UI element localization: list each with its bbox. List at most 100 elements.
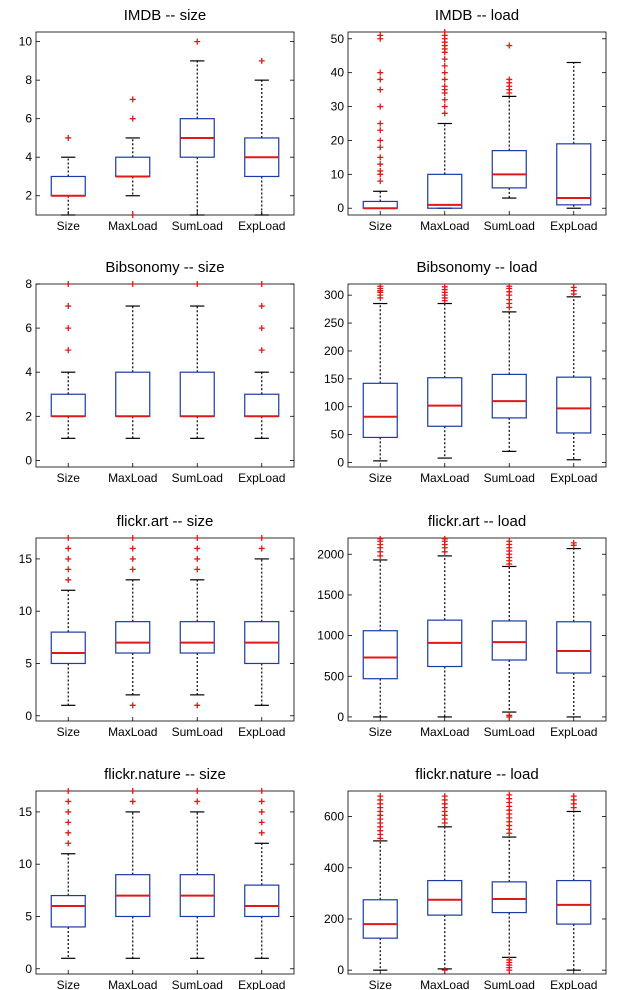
- outlier-marker: [441, 56, 448, 63]
- y-tick-label: 5: [25, 656, 32, 670]
- plot-frame: [35, 31, 295, 216]
- x-category-label: SumLoad: [172, 219, 223, 233]
- outlier-marker: [506, 283, 513, 290]
- iqr-box: [50, 894, 86, 928]
- outlier-marker: [65, 819, 72, 826]
- outlier-marker: [65, 347, 72, 354]
- outlier-marker: [65, 303, 72, 310]
- x-category-label: MaxLoad: [420, 219, 469, 233]
- y-tick-label: 0: [337, 710, 344, 724]
- box-sumload: [491, 42, 527, 199]
- outlier-marker: [441, 110, 448, 117]
- y-tick-label: 8: [25, 277, 32, 291]
- chart-title: IMDB -- size: [124, 7, 207, 24]
- y-tick-label: 1500: [317, 588, 344, 602]
- chart-panel: flickr.art -- load 0 500 1000 1500 2000 Size Ma…: [317, 513, 607, 739]
- outlier-marker: [441, 103, 448, 110]
- iqr-box: [362, 630, 398, 680]
- iqr-box: [244, 884, 280, 918]
- x-category-label: Size: [57, 725, 81, 739]
- iqr-box: [50, 393, 86, 417]
- outlier-marker: [65, 566, 72, 573]
- y-tick-label: 2: [25, 409, 32, 423]
- outlier-marker: [441, 535, 448, 542]
- y-tick-label: 8: [25, 73, 32, 87]
- chart-panel: flickr.nature -- load 0 200 400 600 Size MaxLo…: [324, 766, 607, 990]
- outlier-marker: [258, 829, 265, 836]
- outlier-marker: [65, 576, 72, 583]
- outlier-marker: [129, 702, 136, 709]
- outlier-marker: [506, 712, 513, 719]
- outlier-marker: [377, 76, 384, 83]
- y-tick-label: 50: [331, 32, 345, 46]
- x-category-label: Size: [369, 219, 393, 233]
- x-category-label: ExpLoad: [550, 219, 597, 233]
- outlier-marker: [570, 539, 577, 546]
- outlier-marker: [129, 566, 136, 573]
- y-tick-label: 15: [19, 552, 33, 566]
- chart-panel: flickr.art -- size 0 5 10 15 Size MaxLoad SumLo…: [19, 513, 295, 739]
- iqr-box: [244, 393, 280, 417]
- y-tick-label: 50: [331, 428, 345, 442]
- x-category-label: SumLoad: [172, 978, 223, 990]
- y-tick-label: 6: [25, 112, 32, 126]
- outlier-marker: [441, 96, 448, 103]
- y-tick-label: 0: [25, 709, 32, 723]
- y-tick-label: 1000: [317, 629, 344, 643]
- box-sumload: [179, 788, 215, 959]
- outlier-marker: [377, 32, 384, 39]
- outlier-marker: [65, 325, 72, 332]
- x-category-label: ExpLoad: [550, 471, 597, 485]
- y-tick-label: 5: [25, 909, 32, 923]
- outlier-marker: [129, 115, 136, 122]
- box-maxload: [115, 535, 151, 709]
- iqr-box: [115, 621, 151, 654]
- box-size: [362, 793, 398, 971]
- y-tick-label: 40: [331, 66, 345, 80]
- outlier-marker: [377, 178, 384, 185]
- outlier-marker: [506, 42, 513, 49]
- x-category-label: MaxLoad: [108, 978, 157, 990]
- outlier-marker: [258, 325, 265, 332]
- outlier-marker: [194, 788, 201, 794]
- box-expload: [556, 61, 592, 209]
- iqr-box: [50, 631, 86, 665]
- chart-panel: Bibsonomy -- size 0 2 4 6 8 Size MaxLoad SumLoad…: [25, 259, 295, 485]
- box-size: [362, 32, 398, 210]
- box-maxload: [115, 96, 151, 218]
- outlier-marker: [194, 281, 201, 287]
- x-category-label: Size: [57, 219, 81, 233]
- outlier-marker: [441, 83, 448, 90]
- chart-title: Bibsonomy -- size: [105, 259, 224, 276]
- y-tick-label: 0: [337, 963, 344, 977]
- x-category-label: SumLoad: [484, 219, 535, 233]
- iqr-box: [362, 200, 398, 209]
- iqr-box: [556, 879, 592, 925]
- x-category-label: SumLoad: [484, 471, 535, 485]
- outlier-marker: [377, 69, 384, 76]
- iqr-box: [491, 373, 527, 419]
- iqr-box: [50, 175, 86, 197]
- x-category-label: Size: [57, 978, 81, 990]
- outlier-marker: [377, 103, 384, 110]
- y-tick-label: 0: [337, 201, 344, 215]
- outlier-marker: [129, 281, 136, 287]
- box-size: [362, 283, 398, 462]
- y-tick-label: 200: [324, 344, 344, 358]
- outlier-marker: [377, 137, 384, 144]
- outlier-marker: [258, 303, 265, 310]
- iqr-box: [491, 620, 527, 661]
- x-category-label: Size: [57, 471, 81, 485]
- outlier-marker: [441, 29, 448, 35]
- outlier-marker: [258, 808, 265, 815]
- outlier-marker: [129, 555, 136, 562]
- iqr-box: [427, 377, 463, 427]
- iqr-box: [556, 376, 592, 434]
- outlier-marker: [258, 545, 265, 552]
- iqr-box: [362, 382, 398, 439]
- outlier-marker: [258, 798, 265, 805]
- outlier-marker: [258, 819, 265, 826]
- iqr-box: [491, 150, 527, 189]
- box-sumload: [491, 791, 527, 974]
- plot-frame: [35, 790, 295, 975]
